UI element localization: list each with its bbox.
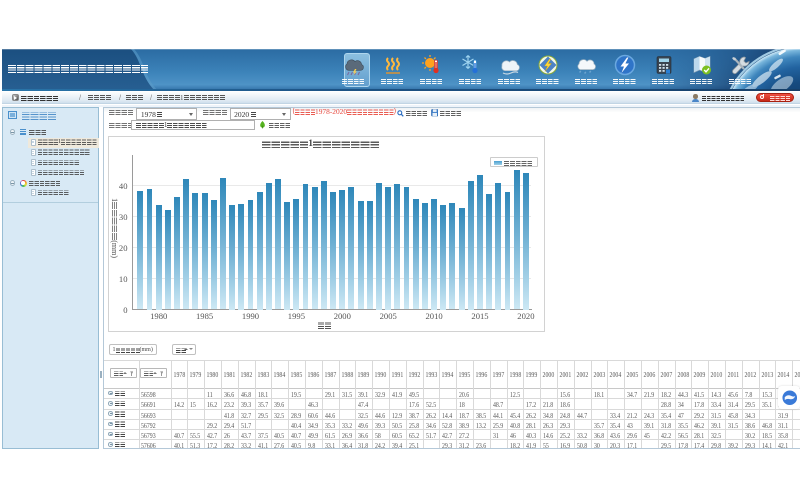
svg-text:*: * <box>579 71 582 76</box>
svg-text:*: * <box>584 72 587 76</box>
svg-text:*: * <box>589 71 592 76</box>
